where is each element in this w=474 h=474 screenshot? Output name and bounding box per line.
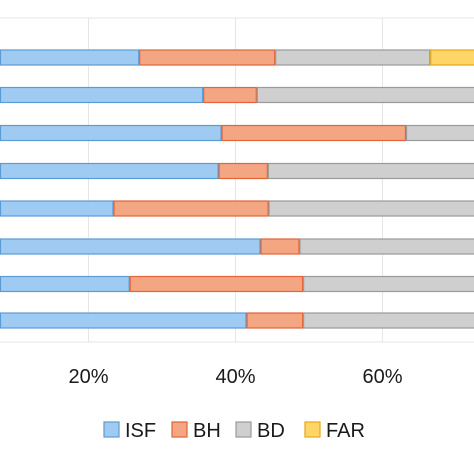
x-tick-label-40: 40% bbox=[215, 366, 255, 388]
legend-swatch-far bbox=[304, 421, 321, 438]
plot-frame-top bbox=[0, 0, 474, 20]
legend-label-bd: BD bbox=[257, 420, 285, 442]
bar-6-bd bbox=[299, 238, 474, 255]
bar-7-bh bbox=[129, 275, 304, 293]
bar-8-bd bbox=[303, 312, 474, 329]
bar-6-isf bbox=[0, 238, 261, 255]
grid-lines bbox=[0, 17, 474, 343]
legend-label-far: FAR bbox=[326, 420, 365, 442]
bar-1-bh bbox=[139, 49, 276, 66]
legend-label-isf: ISF bbox=[125, 420, 156, 442]
bar-4-bd bbox=[267, 162, 474, 180]
bar-3-bh bbox=[221, 124, 407, 142]
bar-2-isf bbox=[0, 86, 204, 104]
legend: ISF BH BD FAR bbox=[103, 420, 365, 442]
bar-5-bd bbox=[268, 200, 474, 217]
bar-5-isf bbox=[0, 200, 114, 217]
bar-3-bd bbox=[405, 124, 474, 142]
legend-label-bh: BH bbox=[193, 420, 221, 442]
bar-1-far bbox=[430, 49, 474, 66]
x-tick-label-60: 60% bbox=[362, 366, 402, 388]
legend-swatch-bh bbox=[171, 421, 188, 438]
bar-8-bh bbox=[246, 312, 304, 329]
bar-2-bh bbox=[203, 86, 257, 104]
bar-3-isf bbox=[0, 124, 222, 142]
bar-7-isf bbox=[0, 275, 130, 293]
bar-4-bh bbox=[218, 162, 268, 180]
x-tick-label-20: 20% bbox=[68, 366, 108, 388]
bar-1-isf bbox=[0, 49, 140, 66]
bar-1-bd bbox=[275, 49, 431, 66]
legend-swatch-bd bbox=[235, 421, 252, 438]
bar-7-bd bbox=[303, 275, 474, 293]
bar-6-bh bbox=[260, 238, 300, 255]
bars bbox=[0, 49, 474, 329]
legend-swatch-isf bbox=[103, 421, 120, 438]
bar-8-isf bbox=[0, 312, 247, 329]
bar-4-isf bbox=[0, 162, 219, 180]
bar-2-bd bbox=[256, 86, 474, 104]
x-axis-ticks: 20% 40% 60% bbox=[68, 366, 402, 388]
bar-5-bh bbox=[113, 200, 269, 217]
